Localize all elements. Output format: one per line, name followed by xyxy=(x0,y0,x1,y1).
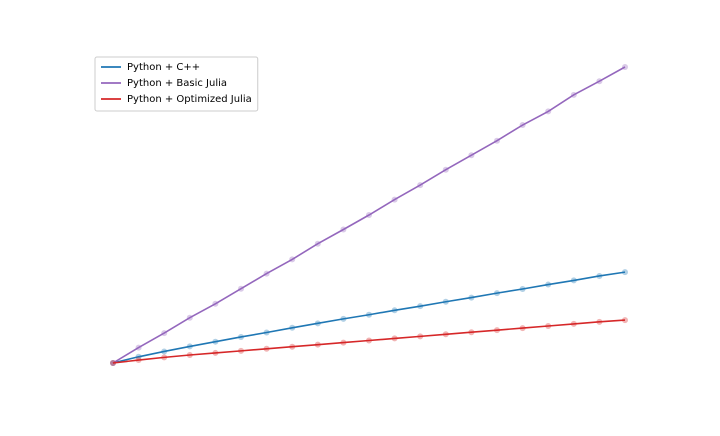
data-point xyxy=(366,212,372,218)
data-point xyxy=(238,333,244,340)
data-point xyxy=(340,226,347,233)
series-line xyxy=(112,271,626,364)
data-point xyxy=(570,320,577,327)
data-point xyxy=(391,196,398,203)
data-point xyxy=(622,269,628,276)
series-line xyxy=(112,66,626,364)
data-point xyxy=(391,307,398,314)
data-point xyxy=(596,318,603,325)
data-point xyxy=(289,343,296,350)
data-point xyxy=(289,256,296,263)
data-point xyxy=(186,314,193,321)
data-point xyxy=(545,323,552,329)
data-point xyxy=(494,327,500,334)
data-point xyxy=(263,270,270,277)
legend-box xyxy=(94,56,259,112)
data-point xyxy=(417,333,424,340)
data-point xyxy=(135,357,142,364)
data-point xyxy=(212,349,219,356)
data-point xyxy=(314,341,321,348)
data-point xyxy=(494,137,500,144)
data-point xyxy=(238,285,244,292)
data-point xyxy=(161,354,168,361)
data-point xyxy=(468,152,475,159)
data-point xyxy=(314,320,321,327)
data-point xyxy=(340,315,347,322)
data-point xyxy=(519,325,526,332)
data-point xyxy=(135,344,142,351)
legend: Python + C++ Python + Basic Julia Python +… xyxy=(94,56,259,112)
data-point xyxy=(596,78,603,85)
data-point xyxy=(468,329,475,336)
data-point xyxy=(186,343,193,350)
data-point xyxy=(314,240,321,247)
data-point xyxy=(417,303,424,310)
legend-label: Python + Basic Julia xyxy=(127,78,227,89)
data-point xyxy=(391,335,398,342)
data-point xyxy=(596,272,603,279)
legend-label: Python + C++ xyxy=(127,62,200,73)
data-point xyxy=(161,330,168,337)
data-point xyxy=(366,337,372,344)
data-point xyxy=(110,360,116,366)
data-point xyxy=(442,298,449,305)
data-point xyxy=(545,108,552,115)
data-point xyxy=(442,166,449,173)
data-point xyxy=(366,311,372,318)
data-point xyxy=(519,286,526,292)
data-point xyxy=(186,352,193,359)
data-point xyxy=(570,277,577,284)
data-point xyxy=(622,317,628,324)
data-point xyxy=(622,64,628,70)
data-point xyxy=(340,339,347,346)
data-point xyxy=(263,329,270,336)
data-point xyxy=(519,122,526,129)
data-point xyxy=(289,324,296,331)
data-point xyxy=(212,300,219,307)
series-line xyxy=(112,319,626,364)
data-point xyxy=(494,290,500,297)
data-point xyxy=(570,91,577,98)
legend-label: Python + Optimized Julia xyxy=(127,94,252,105)
data-point xyxy=(212,338,219,345)
data-point xyxy=(468,294,475,301)
data-point xyxy=(135,353,142,360)
data-point xyxy=(417,182,424,189)
data-point xyxy=(238,347,244,354)
data-point xyxy=(545,281,552,288)
data-point xyxy=(442,331,449,338)
data-point xyxy=(263,345,270,352)
data-point xyxy=(161,348,168,355)
